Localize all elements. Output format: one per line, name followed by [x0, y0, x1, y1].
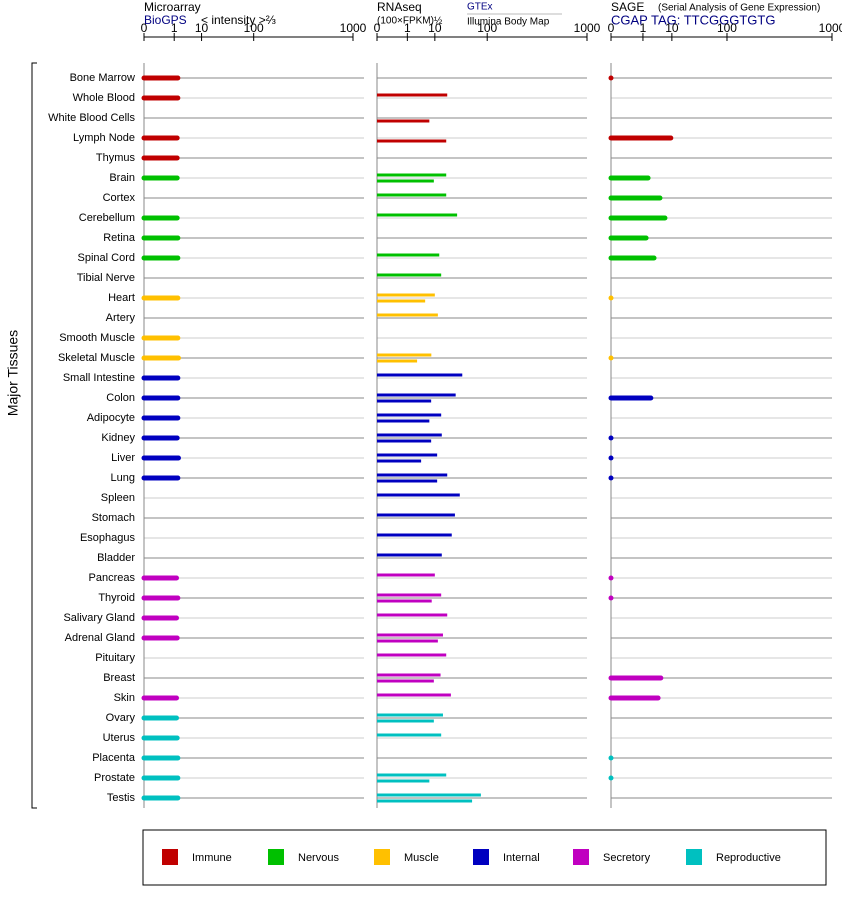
- x-tick-label: 100: [477, 21, 497, 35]
- category-label: Whole Blood: [73, 92, 135, 104]
- category-label: Uterus: [103, 732, 136, 744]
- legend-label: Muscle: [404, 852, 439, 864]
- x-tick-label: 100: [717, 21, 737, 35]
- category-label: Skin: [114, 692, 135, 704]
- x-tick-label: 100: [244, 21, 264, 35]
- legend-label: Internal: [503, 852, 540, 864]
- legend-label: Secretory: [603, 852, 651, 864]
- series-name: BioGPS: [144, 13, 187, 27]
- x-tick-label: 1: [640, 21, 647, 35]
- legend-swatch: [473, 849, 489, 865]
- panel-title: Microarray: [144, 0, 201, 14]
- category-label: Salivary Gland: [63, 612, 135, 624]
- legend-swatch: [374, 849, 390, 865]
- x-tick-label: 10: [195, 21, 209, 35]
- x-tick-label: 0: [608, 21, 615, 35]
- bracket: [31, 62, 37, 809]
- category-label: Breast: [103, 672, 135, 684]
- panel-note: (Serial Analysis of Gene Expression): [658, 3, 820, 14]
- category-label: Spinal Cord: [78, 252, 135, 264]
- category-label: Pancreas: [89, 572, 136, 584]
- category-label: Thyroid: [98, 592, 135, 604]
- category-label: Lung: [111, 472, 135, 484]
- category-label: Skeletal Muscle: [58, 352, 135, 364]
- category-label: Pituitary: [95, 652, 135, 664]
- category-label: Ovary: [106, 712, 136, 724]
- x-tick-label: 1000: [340, 21, 367, 35]
- x-tick-label: 1: [404, 21, 411, 35]
- category-label: Cortex: [103, 192, 136, 204]
- x-tick-label: 0: [374, 21, 381, 35]
- category-label: Heart: [108, 292, 135, 304]
- legend-swatch: [686, 849, 702, 865]
- category-label: Artery: [106, 312, 136, 324]
- category-label: Retina: [103, 232, 136, 244]
- category-label: Testis: [107, 792, 136, 804]
- category-label: Placenta: [92, 752, 136, 764]
- category-label: Bladder: [97, 552, 135, 564]
- category-label: Lymph Node: [73, 132, 135, 144]
- x-tick-label: 10: [428, 21, 442, 35]
- category-label: Adipocyte: [87, 412, 135, 424]
- category-label: Kidney: [101, 432, 135, 444]
- axis-unit: (100×FPKM)½: [377, 16, 443, 27]
- category-label: Brain: [109, 172, 135, 184]
- category-label: Colon: [106, 392, 135, 404]
- category-label: Small Intestine: [63, 372, 135, 384]
- series-name: CGAP TAG: TTCGGGTGTG: [611, 12, 775, 27]
- category-label: Smooth Muscle: [59, 332, 135, 344]
- category-label: Spleen: [101, 492, 135, 504]
- legend-label: Nervous: [298, 852, 339, 864]
- y-axis-label: Major Tissues: [5, 330, 21, 416]
- x-tick-label: 1: [171, 21, 178, 35]
- series-name: GTEx: [467, 2, 493, 13]
- category-label: Cerebellum: [79, 212, 135, 224]
- legend-label: Reproductive: [716, 852, 781, 864]
- legend-label: Immune: [192, 852, 232, 864]
- category-label: Esophagus: [80, 532, 136, 544]
- x-tick-label: 1000: [819, 21, 842, 35]
- category-label: Bone Marrow: [70, 72, 135, 84]
- legend-swatch: [573, 849, 589, 865]
- axis-unit: < intensity >⅔: [201, 13, 276, 27]
- category-label: Prostate: [94, 772, 135, 784]
- category-label: Liver: [111, 452, 135, 464]
- category-label: Thymus: [96, 152, 136, 164]
- panel-title: SAGE: [611, 0, 644, 14]
- x-tick-label: 10: [665, 21, 679, 35]
- category-label: Adrenal Gland: [65, 632, 135, 644]
- legend-swatch: [162, 849, 178, 865]
- category-label: White Blood Cells: [48, 112, 135, 124]
- category-label: Stomach: [92, 512, 135, 524]
- category-label: Tibial Nerve: [77, 272, 135, 284]
- series-name: Illumina Body Map: [467, 17, 550, 28]
- panel-title: RNAseq: [377, 0, 422, 14]
- legend-swatch: [268, 849, 284, 865]
- x-tick-label: 1000: [574, 21, 601, 35]
- x-tick-label: 0: [141, 21, 148, 35]
